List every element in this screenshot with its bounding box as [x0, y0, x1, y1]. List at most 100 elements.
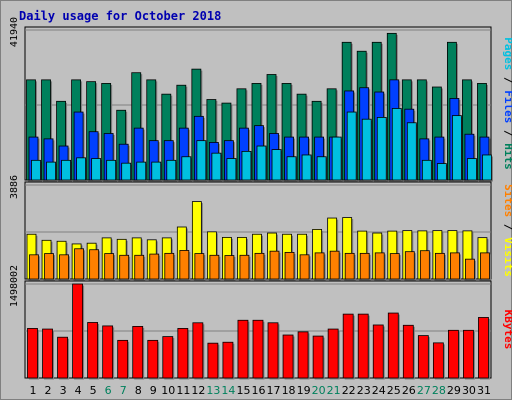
hits-files-pages-bar-pages-14 [226, 158, 237, 181]
kbytes-bar-kbytes-21 [327, 328, 339, 379]
hits-files-pages-bar-pages-4 [76, 157, 86, 181]
hits-files-pages-legend-item-4: Hits [502, 143, 512, 170]
hits-files-pages-bar-pages-7 [121, 162, 132, 181]
visits-sites-bar-sites-28 [434, 252, 445, 280]
x-tick-label-21: 21 [327, 384, 341, 397]
x-tick-label-5: 5 [90, 384, 97, 397]
hits-files-pages-legend: Pages / Files / Hits [502, 37, 512, 170]
x-tick-label-25: 25 [387, 384, 401, 397]
hits-files-pages-bar-pages-12 [196, 140, 207, 181]
visits-sites-bar-sites-29 [450, 252, 460, 280]
x-tick-label-20: 20 [312, 384, 326, 397]
x-tick-label-27: 27 [417, 384, 431, 397]
x-tick-label-30: 30 [462, 384, 476, 397]
kbytes-bar-kbytes-18 [282, 334, 294, 379]
visits-sites-bar-sites-11 [179, 250, 190, 280]
hits-files-pages-bar-pages-31 [482, 154, 492, 181]
x-tick-label-31: 31 [477, 384, 491, 397]
hits-files-pages-legend-item-1: / [502, 70, 512, 90]
hits-files-pages-bar-pages-8 [136, 161, 147, 181]
kbytes-bar-kbytes-26 [402, 324, 414, 379]
x-tick-label-29: 29 [447, 384, 461, 397]
visits-sites-bar-sites-13 [209, 254, 220, 280]
visits-sites-bar-sites-23 [359, 252, 370, 280]
hits-files-pages-ymax-label: 41940 [9, 17, 20, 47]
visits-sites-legend-item-2: Visits [502, 237, 512, 277]
hits-files-pages-bar-pages-29 [452, 115, 462, 181]
hits-files-pages-bar-pages-5 [91, 158, 102, 181]
kbytes-legend: KBytes [502, 310, 512, 350]
visits-sites-legend-item-1: / [502, 217, 512, 237]
kbytes-bar-kbytes-17 [267, 322, 279, 379]
hits-files-pages-bar-pages-19 [301, 154, 312, 181]
x-tick-label-19: 19 [297, 384, 311, 397]
x-tick-label-24: 24 [372, 384, 386, 397]
hits-files-pages-bar-pages-28 [436, 163, 447, 181]
visits-sites-bar-sites-2 [44, 253, 54, 280]
visits-sites-ymax-label: 3886 [9, 175, 20, 199]
kbytes-bar-kbytes-25 [387, 312, 399, 379]
kbytes-bar-kbytes-30 [463, 329, 474, 379]
hits-files-pages-bar-pages-22 [346, 111, 357, 181]
kbytes-bar-kbytes-11 [177, 328, 189, 379]
x-tick-label-12: 12 [191, 384, 205, 397]
hits-files-pages-bar-pages-25 [391, 108, 402, 181]
kbytes-bar-kbytes-13 [207, 342, 219, 379]
kbytes-bar-kbytes-10 [162, 336, 174, 379]
hits-files-pages-bar-pages-13 [211, 152, 222, 181]
visits-sites-legend: Sites / Visits [502, 184, 512, 277]
visits-sites-bar-sites-21 [329, 250, 340, 280]
hits-files-pages-bar-pages-21 [331, 136, 342, 181]
hits-files-pages-bar-pages-24 [376, 117, 387, 181]
hits-files-pages-bar-pages-16 [256, 145, 267, 181]
hits-files-pages-bar-pages-30 [467, 158, 477, 181]
kbytes-bar-kbytes-31 [478, 317, 489, 379]
x-tick-label-23: 23 [357, 384, 371, 397]
x-tick-label-16: 16 [252, 384, 266, 397]
x-tick-label-4: 4 [75, 384, 82, 397]
visits-sites-bar-sites-20 [314, 252, 325, 280]
kbytes-bar-kbytes-2 [42, 328, 53, 379]
kbytes-bar-kbytes-1 [27, 328, 38, 379]
kbytes-bar-kbytes-27 [417, 335, 429, 379]
x-tick-label-7: 7 [120, 384, 127, 397]
x-tick-label-6: 6 [105, 384, 112, 397]
x-tick-label-26: 26 [402, 384, 416, 397]
hits-files-pages-legend-item-0: Pages [502, 37, 512, 70]
hits-files-pages-bar-pages-27 [421, 159, 432, 181]
hits-files-pages-bar-pages-18 [286, 156, 297, 181]
visits-sites-bar-sites-9 [149, 253, 160, 280]
x-tick-label-11: 11 [176, 384, 190, 397]
kbytes-bar-kbytes-12 [192, 322, 204, 379]
kbytes-bar-kbytes-3 [57, 336, 68, 379]
visits-sites-bar-sites-24 [374, 252, 385, 280]
x-tick-label-13: 13 [206, 384, 220, 397]
visits-sites-bar-sites-4 [74, 248, 84, 280]
x-tick-label-28: 28 [432, 384, 446, 397]
x-tick-label-8: 8 [135, 384, 142, 397]
kbytes-bar-kbytes-20 [312, 335, 324, 379]
hits-files-pages-bar-pages-1 [31, 159, 41, 181]
kbytes-bar-kbytes-23 [357, 313, 369, 379]
x-tick-label-15: 15 [236, 384, 250, 397]
kbytes-bar-kbytes-8 [132, 326, 144, 379]
hits-files-pages-bar-pages-10 [166, 159, 177, 181]
hits-files-pages-bar-pages-26 [406, 122, 417, 181]
x-tick-label-18: 18 [282, 384, 296, 397]
kbytes-bar-kbytes-14 [222, 341, 234, 379]
visits-sites-bar-sites-25 [389, 253, 400, 280]
visits-sites-bar-sites-8 [134, 254, 145, 280]
hits-files-pages-bar-pages-9 [151, 161, 162, 181]
x-tick-label-22: 22 [342, 384, 356, 397]
hits-files-pages-bar-pages-23 [361, 118, 372, 181]
x-tick-label-17: 17 [267, 384, 281, 397]
visits-sites-bar-sites-6 [104, 253, 115, 280]
x-tick-label-1: 1 [30, 384, 37, 397]
kbytes-bar-kbytes-9 [147, 339, 159, 379]
visits-sites-legend-item-0: Sites [502, 184, 512, 217]
visits-sites-bar-sites-30 [465, 258, 475, 280]
kbytes-bar-kbytes-7 [117, 339, 129, 379]
visits-sites-bar-sites-3 [59, 254, 69, 280]
visits-sites-bar-sites-19 [299, 254, 310, 280]
